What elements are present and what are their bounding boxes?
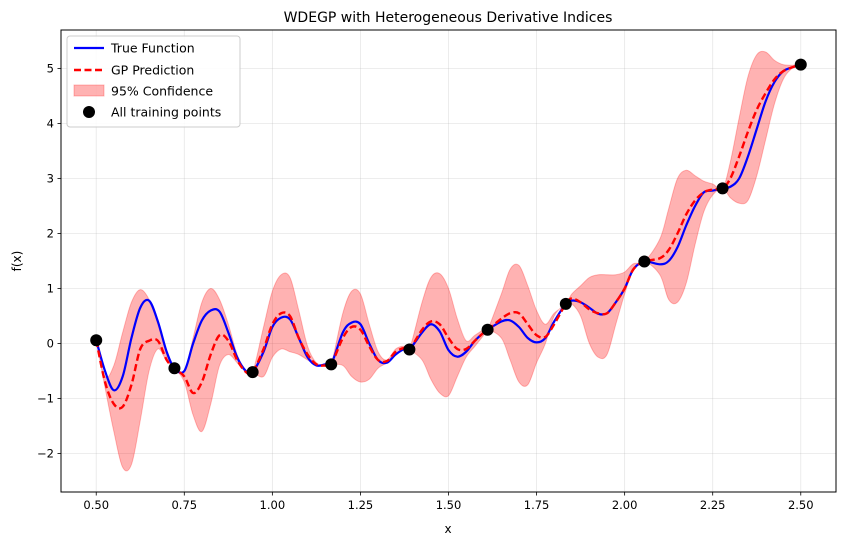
- x-tick-label: 0.50: [83, 498, 109, 512]
- legend-band-label: 95% Confidence: [111, 84, 213, 99]
- legend: True Function GP Prediction 95% Confiden…: [66, 35, 241, 128]
- y-tick-label: 0: [47, 337, 54, 351]
- x-tick-label: 2.00: [612, 498, 638, 512]
- legend-point-label: All training points: [111, 105, 221, 120]
- y-tick-label: 1: [47, 282, 54, 296]
- training-point: [716, 182, 729, 195]
- training-point: [325, 358, 338, 371]
- training-point: [403, 343, 416, 356]
- y-tick-label: 3: [47, 172, 54, 186]
- gp-prediction-line: [95, 63, 802, 410]
- y-tick-label: −1: [37, 392, 54, 406]
- x-tick-label: 1.75: [524, 498, 550, 512]
- x-tick-label: 2.25: [700, 498, 726, 512]
- training-point: [90, 334, 103, 347]
- x-tick-label: 1.00: [260, 498, 286, 512]
- training-points: [90, 58, 807, 379]
- y-tick-label: 2: [47, 227, 54, 241]
- x-tick-label: 1.25: [348, 498, 374, 512]
- training-point: [481, 323, 494, 336]
- x-axis-label: x: [444, 522, 451, 536]
- training-point: [794, 58, 807, 71]
- y-axis-label: f(x): [10, 251, 24, 272]
- x-tick-label: 0.75: [171, 498, 197, 512]
- y-tick-label: 5: [47, 62, 54, 76]
- grid-layer: [61, 30, 836, 492]
- legend-point-swatch: [83, 106, 95, 118]
- y-tick-label: 4: [47, 117, 54, 131]
- legend-frame: [66, 35, 241, 128]
- y-tick-label: −2: [37, 447, 54, 461]
- training-point: [638, 255, 651, 268]
- training-point: [168, 362, 181, 375]
- legend-pred-label: GP Prediction: [111, 63, 194, 78]
- legend-true-label: True Function: [110, 41, 195, 56]
- x-tick-label: 1.50: [436, 498, 462, 512]
- chart-title: WDEGP with Heterogeneous Derivative Indi…: [284, 10, 613, 26]
- legend-band-swatch: [73, 84, 105, 97]
- true-function-line: [95, 63, 802, 392]
- training-point: [246, 366, 259, 379]
- axis-ticks: 0.50 0.75 1.00 1.25 1.50 1.75 2.00 2.25 2.50 −2 −1…: [37, 62, 814, 513]
- training-point: [559, 297, 572, 310]
- x-tick-label: 2.50: [788, 498, 814, 512]
